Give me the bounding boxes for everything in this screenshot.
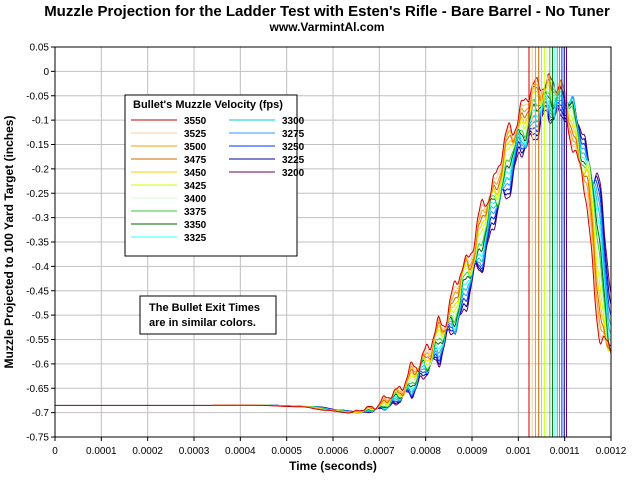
x-tick-label: 0	[52, 446, 58, 457]
y-tick-label: -0.1	[32, 116, 50, 127]
x-tick-label: 0.0007	[364, 446, 395, 457]
x-tick-label: 0.0008	[410, 446, 441, 457]
legend-label: 3300	[282, 116, 305, 127]
x-tick-label: 0.0005	[271, 446, 302, 457]
legend-label: 3400	[184, 194, 207, 205]
y-tick-label: 0.05	[30, 43, 50, 54]
legend-label: 3525	[184, 129, 207, 140]
legend-label: 3325	[184, 233, 207, 244]
x-tick-label: 0.0011	[550, 446, 580, 457]
legend-label: 3550	[184, 116, 207, 127]
x-axis-ticks: 0 0.0001 0.0002 0.0003 0.0004 0.0005 0.0006 0.0…	[52, 437, 627, 457]
y-tick-label: -0.05	[26, 91, 49, 102]
legend-label: 3200	[282, 168, 305, 179]
note-annotation: The Bullet Exit Times are in similar col…	[139, 295, 277, 335]
y-tick-label: -0.6	[32, 359, 50, 370]
x-tick-label: 0.0003	[179, 446, 210, 457]
legend: Bullet's Muzzle Velocity (fps) 355035253…	[124, 94, 305, 257]
legend-label: 3225	[282, 155, 305, 166]
note-line-2: are in similar colors.	[149, 317, 256, 329]
y-tick-label: -0.45	[26, 286, 49, 297]
legend-label: 3450	[184, 168, 207, 179]
y-tick-label: -0.5	[32, 311, 50, 322]
legend-box	[124, 94, 298, 257]
exit-time-lines	[528, 47, 568, 437]
legend-label: 3425	[184, 181, 207, 192]
y-tick-label: -0.15	[26, 140, 49, 151]
y-tick-label: -0.25	[26, 189, 49, 200]
y-tick-label: -0.2	[32, 164, 50, 175]
legend-label: 3350	[184, 220, 207, 231]
x-tick-label: 0.0002	[132, 446, 163, 457]
x-tick-label: 0.001	[506, 446, 531, 457]
legend-label: 3475	[184, 155, 207, 166]
y-axis-label: Muzzle Projected to 100 Yard Target (inc…	[2, 116, 16, 369]
legend-label: 3500	[184, 142, 207, 153]
note-line-1: The Bullet Exit Times	[149, 302, 260, 314]
legend-label: 3250	[282, 142, 305, 153]
x-tick-label: 0.0001	[86, 446, 117, 457]
legend-label: 3275	[282, 129, 305, 140]
y-tick-label: -0.3	[32, 213, 50, 224]
x-tick-label: 0.0012	[596, 446, 627, 457]
y-tick-label: -0.75	[26, 433, 49, 444]
chart-title: Muzzle Projection for the Ladder Test wi…	[44, 3, 610, 20]
y-tick-label: -0.35	[26, 238, 49, 249]
y-tick-label: -0.55	[26, 335, 49, 346]
note-box	[139, 295, 277, 335]
y-tick-label: 0	[43, 67, 49, 78]
legend-title: Bullet's Muzzle Velocity (fps)	[133, 99, 283, 111]
legend-label: 3375	[184, 207, 207, 218]
x-tick-label: 0.0009	[457, 446, 488, 457]
y-tick-label: -0.4	[32, 262, 50, 273]
y-axis-ticks: 0.05 0 -0.05 -0.1 -0.15 -0.2 -0.25 -0.3 -0.35 -0.…	[26, 43, 55, 444]
x-tick-label: 0.0006	[318, 446, 349, 457]
x-tick-label: 0.0004	[225, 446, 256, 457]
x-axis-label: Time (seconds)	[289, 459, 377, 473]
y-tick-label: -0.7	[32, 408, 50, 419]
chart-subtitle: www.VarmintAl.com	[269, 20, 385, 34]
y-tick-label: -0.65	[26, 384, 49, 395]
legend-entries: 3550 3525 3500 3475 3450 3425 3400 3375 3350 3325…	[131, 116, 305, 244]
